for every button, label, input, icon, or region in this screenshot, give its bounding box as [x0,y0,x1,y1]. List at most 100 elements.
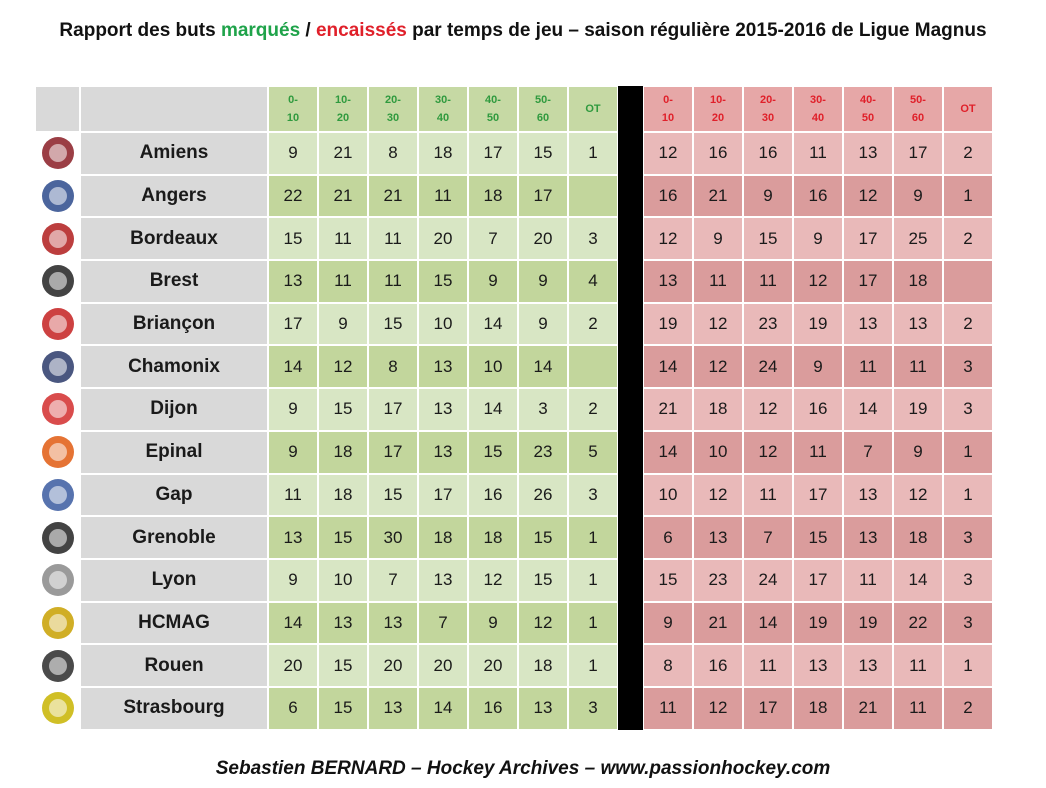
conceded-value: 18 [793,686,843,730]
conceded-value: 17 [793,473,843,517]
scored-value: 13 [418,345,468,389]
conceded-value: 1 [943,473,993,517]
conceded-value: 16 [793,388,843,431]
column-separator [618,345,643,389]
footer-credit: Sebastien BERNARD – Hockey Archives – ww… [215,758,831,779]
scored-value: 11 [318,260,368,303]
gap-logo-icon [35,473,80,517]
conceded-value: 6 [643,516,693,559]
conceded-value: 24 [743,558,793,602]
team-name: Amiens [80,132,268,175]
column-separator [618,516,643,559]
conceded-value: 16 [643,174,693,218]
scored-value: 18 [418,132,468,175]
scored-value: 12 [468,558,518,602]
title-separator: / [300,20,316,41]
conceded-value: 9 [793,345,843,389]
conceded-value: 2 [943,217,993,261]
conceded-value: 11 [743,473,793,517]
conceded-value: 13 [893,302,943,346]
scored-value: 5 [568,430,618,474]
scored-value: 10 [318,558,368,602]
scored-value: 6 [268,686,318,730]
scored-value: 17 [418,473,468,517]
scored-value [568,174,618,218]
conceded-value: 3 [943,516,993,559]
team-name: Angers [80,174,268,218]
scored-value: 20 [418,217,468,261]
conceded-value: 13 [843,473,893,517]
conceded-value: 8 [643,644,693,687]
scored-value: 9 [268,132,318,175]
column-separator [618,430,643,474]
header-conceded-period: 30- 40 [793,86,843,132]
conceded-value: 2 [943,302,993,346]
scored-value: 17 [468,132,518,175]
scored-value: 13 [418,558,468,602]
scored-value: 9 [268,388,318,431]
scored-value: 13 [268,516,318,559]
conceded-value: 3 [943,558,993,602]
column-separator [618,601,643,645]
scored-value: 14 [268,345,318,389]
rouen-logo-icon [35,644,80,687]
dijon-logo-icon [35,388,80,431]
scored-value: 17 [268,302,318,346]
conceded-value: 19 [643,302,693,346]
title-conceded-word: encaissés [315,20,407,41]
scored-value: 18 [468,174,518,218]
conceded-value: 11 [743,644,793,687]
conceded-value: 21 [693,174,743,218]
conceded-value: 14 [643,345,693,389]
scored-value: 14 [268,601,318,645]
conceded-value: 11 [643,686,693,730]
scored-value: 15 [318,388,368,431]
conceded-value: 9 [893,174,943,218]
conceded-value: 23 [743,302,793,346]
conceded-value: 13 [843,644,893,687]
scored-value: 21 [368,174,418,218]
conceded-value: 2 [943,132,993,175]
conceded-value: 17 [793,558,843,602]
conceded-value: 16 [793,174,843,218]
scored-value: 15 [518,132,568,175]
conceded-value: 15 [793,516,843,559]
scored-value: 15 [318,686,368,730]
conceded-value: 13 [843,132,893,175]
conceded-value: 17 [743,686,793,730]
scored-value: 14 [518,345,568,389]
scored-value: 7 [418,601,468,645]
team-name: Chamonix [80,345,268,389]
conceded-value: 19 [893,388,943,431]
scored-value: 15 [468,430,518,474]
conceded-value: 12 [643,217,693,261]
scored-value: 13 [368,686,418,730]
conceded-value: 17 [843,217,893,261]
scored-value: 13 [318,601,368,645]
conceded-value: 21 [843,686,893,730]
scored-value: 9 [318,302,368,346]
bordeaux-logo-icon [35,217,80,261]
scored-value: 2 [568,302,618,346]
lyon-logo-icon [35,558,80,602]
conceded-value: 10 [693,430,743,474]
team-name: Briançon [80,302,268,346]
conceded-value: 9 [693,217,743,261]
scored-value: 12 [518,601,568,645]
hcmag-logo-icon [35,601,80,645]
header-conceded-period: 10- 20 [693,86,743,132]
conceded-value: 12 [693,302,743,346]
scored-value: 22 [268,174,318,218]
scored-value: 1 [568,558,618,602]
header-scored-period: OT [568,86,618,132]
scored-value: 17 [368,430,418,474]
conceded-value: 13 [843,516,893,559]
team-name: Strasbourg [80,686,268,730]
conceded-value: 7 [743,516,793,559]
conceded-value: 15 [743,217,793,261]
scored-value: 16 [468,686,518,730]
conceded-value: 22 [893,601,943,645]
brest-logo-icon [35,260,80,303]
column-separator [618,302,643,346]
scored-value: 15 [368,302,418,346]
